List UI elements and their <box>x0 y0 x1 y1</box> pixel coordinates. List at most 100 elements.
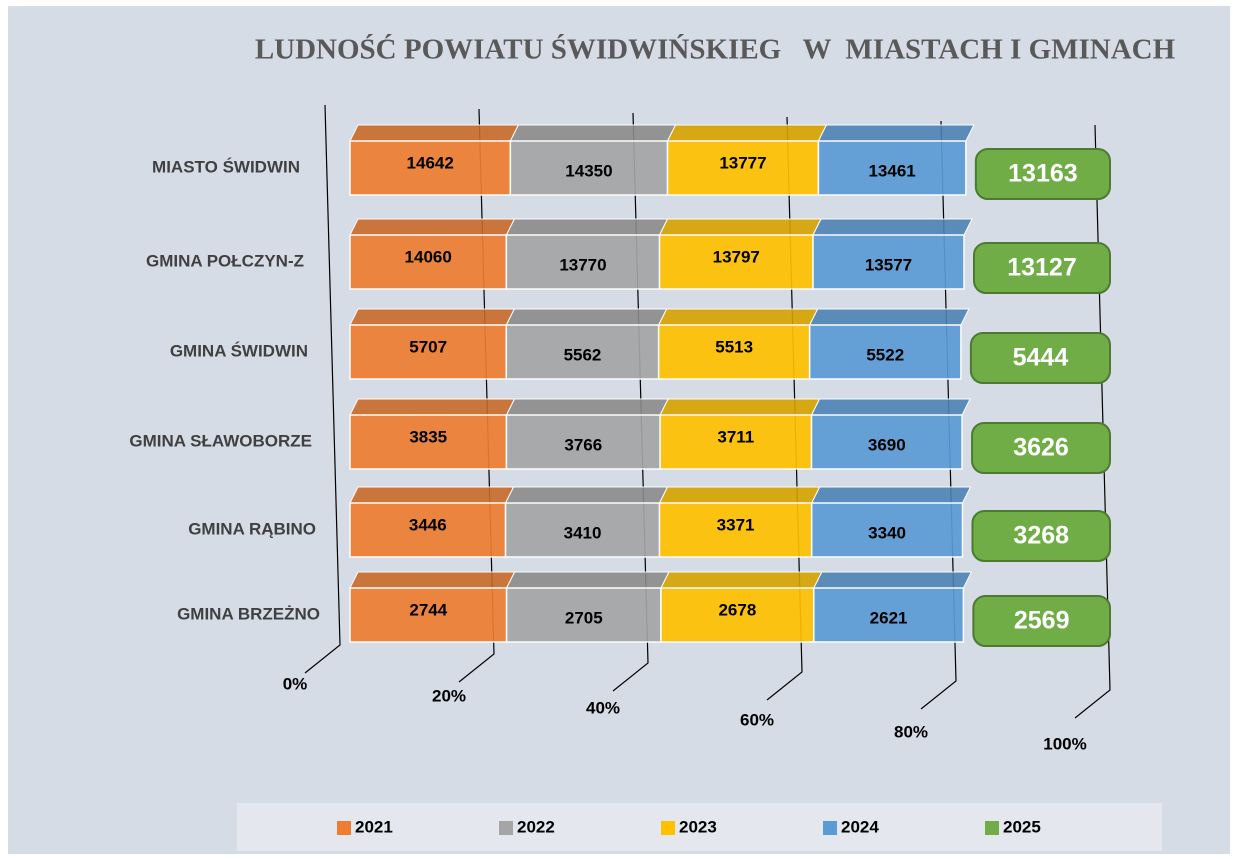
bar <box>969 332 1112 384</box>
bar <box>349 324 508 380</box>
data-label: 14350 <box>565 161 612 180</box>
data-label: 13127 <box>1007 254 1077 282</box>
bar <box>659 414 813 470</box>
data-label: 5707 <box>409 337 447 356</box>
data-label: 3410 <box>564 523 602 542</box>
bar <box>971 422 1111 474</box>
bar-top <box>505 308 668 326</box>
category-label: MIASTO ŚWIDWIN <box>152 157 300 176</box>
data-label: 3268 <box>1013 522 1069 550</box>
grid-line <box>304 104 341 674</box>
bar-top <box>666 124 828 142</box>
bar <box>349 414 508 470</box>
x-tick-label: 100% <box>1043 734 1086 753</box>
bar <box>660 587 815 643</box>
bar-top <box>349 124 520 142</box>
data-label: 2621 <box>870 608 908 627</box>
x-tick-label: 0% <box>283 674 308 693</box>
grid-line <box>612 112 649 692</box>
data-label: 13461 <box>868 161 915 180</box>
data-label: 5444 <box>1013 344 1069 372</box>
bar-top <box>810 486 972 504</box>
data-label: 13577 <box>865 255 912 274</box>
data-label: 3766 <box>564 435 602 454</box>
bar-top <box>660 571 823 589</box>
grid-line <box>458 108 495 683</box>
x-tick-label: 60% <box>740 710 774 729</box>
bar-top <box>812 571 973 589</box>
legend-swatch <box>337 821 351 835</box>
bar-top <box>349 486 515 504</box>
bar <box>349 140 512 196</box>
bar-top <box>349 308 516 326</box>
bar <box>666 140 820 196</box>
legend-background <box>237 803 1162 851</box>
bar <box>505 414 661 470</box>
bar-top <box>505 218 669 236</box>
bar-top <box>504 486 669 504</box>
grid-line <box>920 120 957 710</box>
bar <box>972 242 1111 294</box>
bar-top <box>659 398 821 416</box>
chart-title: LUDNOŚĆ POWIATU ŚWIDWIŃSKIEG W MIASTACH … <box>255 33 1176 66</box>
grid-line <box>766 116 803 701</box>
data-label: 2678 <box>718 600 756 619</box>
data-label: 3690 <box>868 435 906 454</box>
legend-label: 2024 <box>841 817 879 836</box>
data-label: 2705 <box>565 608 603 627</box>
bar-top <box>657 308 819 326</box>
legend-label: 2025 <box>1003 817 1041 836</box>
data-label: 2569 <box>1014 607 1070 635</box>
data-label: 13163 <box>1008 160 1078 188</box>
legend-swatch <box>823 821 837 835</box>
bar-top <box>810 398 971 416</box>
category-label: GMINA SŁAWOBORZE <box>129 431 312 450</box>
data-label: 13797 <box>713 247 760 266</box>
bar <box>349 587 508 643</box>
data-label: 13777 <box>719 153 766 172</box>
bar <box>657 324 811 380</box>
data-label: 5513 <box>715 337 753 356</box>
bar <box>813 587 965 643</box>
data-label: 3626 <box>1013 434 1069 462</box>
bar <box>812 234 965 290</box>
bar <box>972 595 1111 647</box>
data-label: 3446 <box>409 515 447 534</box>
data-label: 3711 <box>717 427 754 446</box>
legend-swatch <box>499 821 513 835</box>
category-label: GMINA ŚWIDWIN <box>170 341 308 360</box>
x-tick-label: 80% <box>894 722 928 741</box>
data-label: 3340 <box>868 523 906 542</box>
category-label: GMINA BRZEŻNO <box>177 604 320 623</box>
bar <box>349 502 507 558</box>
bar-top <box>505 571 670 589</box>
bar-top <box>812 218 973 236</box>
bar <box>505 324 660 380</box>
legend-label: 2021 <box>355 817 393 836</box>
bar <box>817 140 967 196</box>
legend-swatch <box>661 821 675 835</box>
data-label: 2744 <box>409 600 447 619</box>
bar-top <box>509 124 677 142</box>
bar-top <box>817 124 975 142</box>
bar-top <box>349 218 516 236</box>
bar-top <box>349 571 516 589</box>
data-label: 5562 <box>564 345 602 364</box>
bar-top <box>349 398 516 416</box>
category-label: GMINA RĄBINO <box>188 519 316 538</box>
legend-swatch <box>985 821 999 835</box>
data-label: 3835 <box>409 427 447 446</box>
bar-top <box>658 218 822 236</box>
grid-line <box>1074 124 1111 719</box>
data-label: 14642 <box>407 153 454 172</box>
legend-label: 2022 <box>517 817 555 836</box>
data-label: 13770 <box>559 255 606 274</box>
legend-label: 2023 <box>679 817 717 836</box>
data-label: 5522 <box>866 345 904 364</box>
bar <box>504 502 661 558</box>
bar <box>505 587 662 643</box>
x-tick-label: 20% <box>432 686 466 705</box>
x-tick-label: 40% <box>586 698 620 717</box>
bar-top <box>808 308 970 326</box>
